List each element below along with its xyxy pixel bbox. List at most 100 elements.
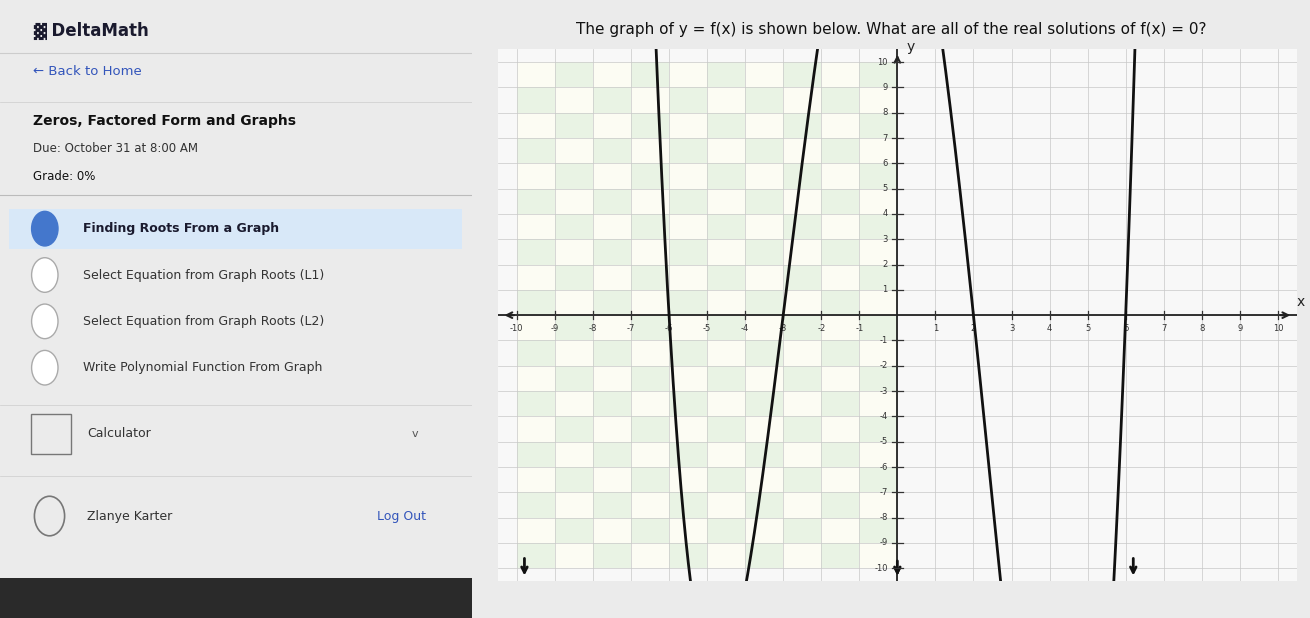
Bar [1125,188,1163,214]
Bar [1201,62,1239,87]
Bar [1087,62,1125,87]
Bar [1201,493,1239,518]
Bar [973,138,1011,163]
Text: -3: -3 [779,324,787,333]
Bar [935,239,973,265]
Bar [859,239,897,265]
Text: -7: -7 [626,324,635,333]
Text: -2: -2 [879,362,888,370]
Text: ▓ DeltaMath: ▓ DeltaMath [33,22,149,40]
Bar [1125,62,1163,87]
Bar [745,417,783,442]
Bar [669,163,707,188]
Bar [631,188,669,214]
Bar [859,163,897,188]
Bar [517,543,555,569]
Bar [707,239,745,265]
Bar [1239,467,1277,493]
Bar [973,239,1011,265]
Bar [669,239,707,265]
Bar [783,290,821,315]
Text: -6: -6 [665,324,673,333]
Bar [1239,87,1277,112]
Bar [1163,138,1201,163]
Bar [631,518,669,543]
Text: 9: 9 [1237,324,1242,333]
Bar [593,543,631,569]
Bar [1011,467,1049,493]
Bar [1163,62,1201,87]
Bar [783,518,821,543]
Bar [1201,290,1239,315]
Text: 2: 2 [883,260,888,269]
Bar [1087,442,1125,467]
Bar [745,188,783,214]
Bar [935,543,973,569]
Bar [593,87,631,112]
Bar [1201,341,1239,366]
Text: 5: 5 [883,184,888,193]
Text: 7: 7 [1161,324,1166,333]
Bar [1239,315,1277,341]
Bar [1049,87,1087,112]
Bar [707,163,745,188]
Bar [897,366,935,391]
Text: 7: 7 [883,133,888,143]
Bar [821,112,859,138]
Text: -2: -2 [817,324,825,333]
Text: 3: 3 [883,235,888,243]
Bar [897,290,935,315]
Bar [821,62,859,87]
Bar [783,391,821,417]
Bar [821,417,859,442]
Bar [935,188,973,214]
Bar [745,493,783,518]
Bar [1163,518,1201,543]
Text: -3: -3 [879,387,888,396]
Bar [783,214,821,239]
Bar [821,315,859,341]
Bar [669,493,707,518]
Bar [935,366,973,391]
Bar [555,265,593,290]
Text: 10: 10 [1272,324,1282,333]
Bar [1125,442,1163,467]
Bar [1011,543,1049,569]
Bar [821,290,859,315]
Bar [1125,138,1163,163]
Bar [669,543,707,569]
Bar [859,417,897,442]
Bar [1125,467,1163,493]
Bar [707,315,745,341]
Bar [745,543,783,569]
Bar [1201,442,1239,467]
Bar [1049,265,1087,290]
Bar [745,467,783,493]
Text: Select Equation from Graph Roots (L2): Select Equation from Graph Roots (L2) [83,315,324,328]
Bar [1087,315,1125,341]
Bar [859,442,897,467]
Bar [593,391,631,417]
Bar [555,493,593,518]
Bar [1201,188,1239,214]
Bar [745,518,783,543]
Bar [1239,112,1277,138]
Bar [935,442,973,467]
Text: 1: 1 [883,286,888,294]
Bar [669,391,707,417]
Bar [555,518,593,543]
FancyBboxPatch shape [9,209,462,249]
Bar [555,239,593,265]
Bar [783,265,821,290]
Bar [707,290,745,315]
Bar [669,188,707,214]
Bar [973,417,1011,442]
Bar [669,417,707,442]
Bar [1087,417,1125,442]
Bar [593,265,631,290]
Bar [973,442,1011,467]
Circle shape [31,350,58,385]
Bar [1163,366,1201,391]
Bar [1087,87,1125,112]
Bar [669,138,707,163]
